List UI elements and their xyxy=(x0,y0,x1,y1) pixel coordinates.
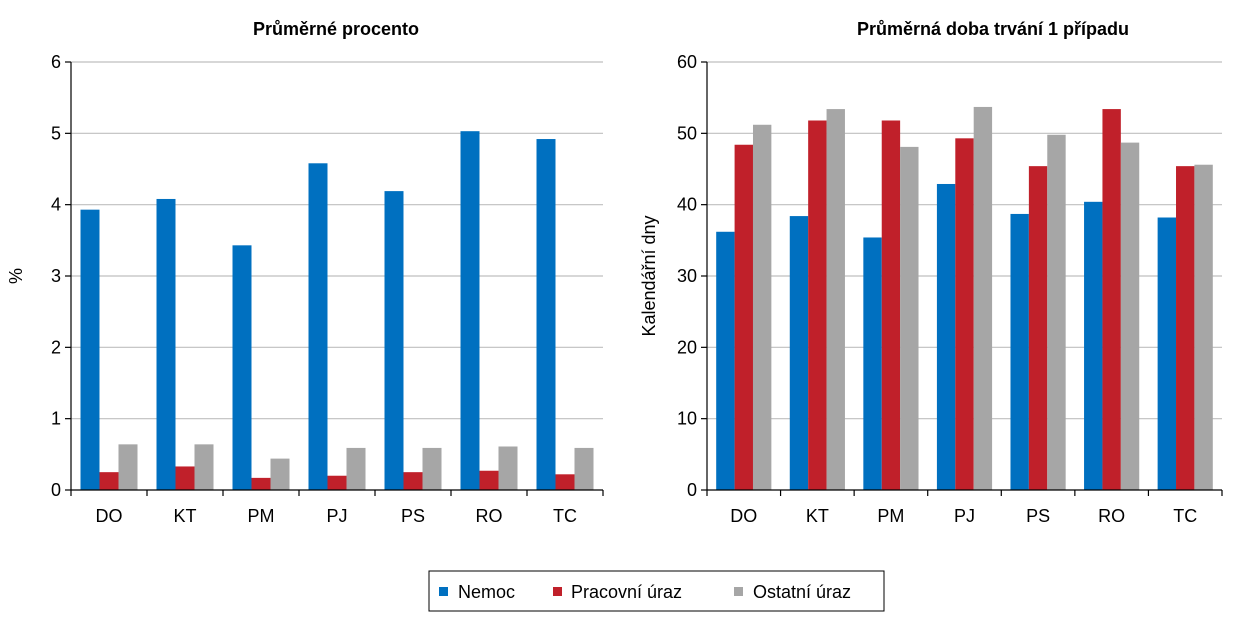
y-tick-label: 4 xyxy=(51,195,61,215)
bar-ro-1 xyxy=(1084,201,1103,490)
y-tick-label: 3 xyxy=(51,266,61,286)
bar-pj-1 xyxy=(308,163,328,490)
bar-kt-1 xyxy=(156,198,176,490)
legend-frame xyxy=(428,570,885,612)
y-tick-label: 6 xyxy=(51,52,61,72)
bar-kt-2 xyxy=(175,466,195,490)
x-tick-label-pj: PJ xyxy=(954,506,975,526)
x-tick-label-tc: TC xyxy=(1173,506,1197,526)
bar-ro-3 xyxy=(498,446,518,490)
legend-label-nemoc: Nemoc xyxy=(458,582,515,602)
x-tick-label-do: DO xyxy=(96,506,123,526)
y-tick-label: 2 xyxy=(51,337,61,357)
y-tick-label: 10 xyxy=(677,409,697,429)
chart-average-percentage: Průměrné procento 0 1 2 3 4 5 6 DO KT PM PJ PS RO TC% xyxy=(6,19,604,526)
legend-swatch-nemoc xyxy=(439,587,448,596)
bar-tc-3 xyxy=(574,447,594,490)
bar-tc-2 xyxy=(1176,166,1195,490)
x-tick-label-tc: TC xyxy=(553,506,577,526)
bar-ps-3 xyxy=(1047,134,1066,490)
bar-ps-2 xyxy=(1028,166,1048,490)
x-tick-label-pm: PM xyxy=(877,506,904,526)
bar-pm-1 xyxy=(232,245,252,490)
bar-ps-3 xyxy=(422,447,442,490)
y-tick-label: 60 xyxy=(677,52,697,72)
bar-kt-3 xyxy=(826,109,845,490)
bar-tc-3 xyxy=(1194,164,1213,490)
bar-do-3 xyxy=(752,124,772,491)
y-tick-label: 1 xyxy=(51,409,61,429)
x-tick-label-ro: RO xyxy=(1098,506,1125,526)
y-tick-label: 0 xyxy=(51,480,61,500)
bar-ro-3 xyxy=(1120,142,1140,490)
x-tick-label-do: DO xyxy=(730,506,757,526)
y-tick-label: 0 xyxy=(687,480,697,500)
y-axis-label: % xyxy=(6,268,26,284)
bar-pj-3 xyxy=(346,447,366,490)
bar-do-2 xyxy=(99,472,119,490)
bar-tc-1 xyxy=(536,139,556,491)
legend-label-ostatni-uraz: Ostatní úraz xyxy=(753,582,851,602)
legend: Nemoc Pracovní úraz Ostatní úraz xyxy=(428,570,885,612)
x-tick-label-ps: PS xyxy=(1026,506,1050,526)
chart-title: Průměrné procento xyxy=(253,19,419,39)
bar-pj-3 xyxy=(973,106,993,490)
x-tick-label-pj: PJ xyxy=(326,506,347,526)
x-tick-label-ro: RO xyxy=(476,506,503,526)
legend-label-pracovni-uraz: Pracovní úraz xyxy=(571,582,682,602)
legend-swatch-ostatni-uraz xyxy=(734,587,743,596)
x-tick-label-ps: PS xyxy=(401,506,425,526)
bar-do-2 xyxy=(734,144,753,490)
y-tick-label: 20 xyxy=(677,337,697,357)
x-tick-label-pm: PM xyxy=(248,506,275,526)
y-axis-label: Kalendářní dny xyxy=(639,215,659,336)
bar-pm-2 xyxy=(881,120,901,490)
chart-average-duration: Průměrná doba trvání 1 případu 0 10 20 30 40 5… xyxy=(639,19,1223,526)
bar-ps-1 xyxy=(1010,213,1029,490)
bar-pm-3 xyxy=(900,146,919,491)
y-tick-label: 30 xyxy=(677,266,697,286)
bar-do-1 xyxy=(716,231,735,491)
bar-kt-3 xyxy=(194,444,214,490)
bar-ps-1 xyxy=(384,191,404,490)
bar-kt-2 xyxy=(808,120,827,490)
bar-tc-1 xyxy=(1157,217,1177,491)
y-tick-label: 50 xyxy=(677,123,697,143)
x-tick-label-kt: KT xyxy=(806,506,829,526)
bar-ro-2 xyxy=(1102,109,1121,490)
bar-do-1 xyxy=(80,209,100,490)
bar-pj-1 xyxy=(936,183,956,491)
bar-ro-1 xyxy=(460,131,480,490)
bar-pm-2 xyxy=(251,477,271,490)
bar-pj-2 xyxy=(955,138,974,490)
bar-tc-2 xyxy=(555,474,575,490)
x-tick-label-kt: KT xyxy=(173,506,196,526)
y-tick-label: 5 xyxy=(51,123,61,143)
bar-ps-2 xyxy=(403,472,423,490)
bar-pm-1 xyxy=(863,237,882,490)
chart-title: Průměrná doba trvání 1 případu xyxy=(857,19,1129,39)
bar-pm-3 xyxy=(270,458,290,490)
legend-swatch-pracovni-uraz xyxy=(553,587,562,596)
bar-kt-1 xyxy=(789,216,809,490)
y-tick-label: 40 xyxy=(677,195,697,215)
bar-do-3 xyxy=(118,444,138,490)
bar-ro-2 xyxy=(479,470,499,490)
bar-pj-2 xyxy=(327,475,347,490)
